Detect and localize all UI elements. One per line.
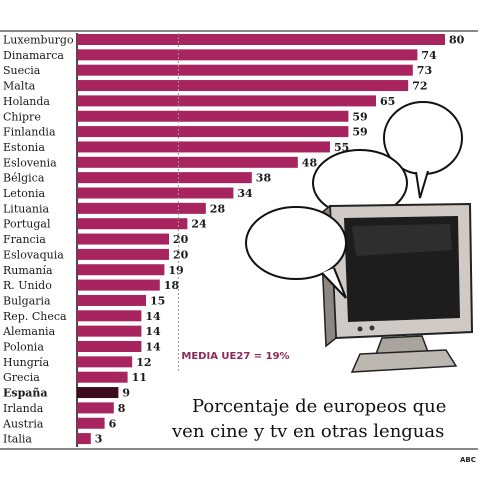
category-label: Finlandia xyxy=(3,126,56,139)
category-label: Grecia xyxy=(3,371,40,384)
tv-monitor-icon xyxy=(319,202,474,373)
tv-illustration xyxy=(245,101,474,373)
value-label: 15 xyxy=(150,294,165,307)
category-label: Luxemburgo xyxy=(3,34,74,47)
value-label: 14 xyxy=(145,310,161,323)
category-label: Dinamarca xyxy=(3,49,64,62)
bar-1 xyxy=(77,49,418,61)
value-label: 28 xyxy=(210,202,226,215)
value-label: 74 xyxy=(421,49,437,62)
bar-16 xyxy=(77,279,160,291)
bar-9 xyxy=(77,172,252,184)
category-label: Italia xyxy=(3,433,32,446)
category-label: Eslovaquia xyxy=(3,248,64,261)
value-label: 73 xyxy=(417,64,432,77)
category-label: Rumanía xyxy=(3,264,53,277)
category-label: Chipre xyxy=(3,110,41,123)
value-label: 20 xyxy=(173,233,189,246)
category-label: Francia xyxy=(3,233,46,246)
category-label: Lituania xyxy=(3,202,49,215)
bar-19 xyxy=(77,325,142,337)
category-labels: Luxemburgo Dinamarca Suecia Malta Holanda Chi… xyxy=(2,34,74,446)
value-label: 59 xyxy=(352,126,367,139)
category-label: Austria xyxy=(2,417,44,430)
value-label: 9 xyxy=(122,387,130,400)
bar-15 xyxy=(77,264,165,276)
value-label: 12 xyxy=(136,356,151,369)
value-label: 14 xyxy=(145,341,161,354)
value-label: 18 xyxy=(164,279,180,292)
bar-14 xyxy=(77,248,169,260)
value-label: 8 xyxy=(118,402,126,415)
bar-25 xyxy=(77,417,105,429)
value-labels: 8074737265595955483834282420201918151414… xyxy=(95,34,465,446)
category-label: España xyxy=(3,387,48,400)
category-label: Estonia xyxy=(3,141,45,154)
value-label: 6 xyxy=(109,417,117,430)
chart-title-line-1: Porcentaje de europeos que xyxy=(192,396,446,417)
value-label: 11 xyxy=(132,371,147,384)
value-label: 24 xyxy=(191,218,207,231)
value-label: 72 xyxy=(412,80,427,93)
category-label: Hungría xyxy=(3,356,50,369)
average-label: MEDIA UE27 = 19% xyxy=(181,351,289,362)
bar-10 xyxy=(77,187,234,199)
chart-title-line-2: ven cine y tv en otras lenguas xyxy=(171,421,444,442)
bar-24 xyxy=(77,402,114,414)
value-label: 48 xyxy=(302,156,318,169)
bar-0 xyxy=(77,34,445,45)
value-label: 14 xyxy=(145,325,161,338)
value-label: 59 xyxy=(352,110,367,123)
category-label: Eslovenia xyxy=(3,156,57,169)
value-label: 3 xyxy=(95,433,103,446)
bar-6 xyxy=(77,126,349,138)
bar-3 xyxy=(77,80,409,92)
value-label: 55 xyxy=(334,141,349,154)
category-label: Alemania xyxy=(2,325,56,338)
source-label: ABC xyxy=(460,456,476,464)
bar-26 xyxy=(77,433,91,445)
bar-22 xyxy=(77,371,128,383)
bar-20 xyxy=(77,341,142,352)
bar-2 xyxy=(77,64,413,76)
category-label: Bélgica xyxy=(3,172,45,185)
bar-12 xyxy=(77,218,188,230)
bar-23 xyxy=(77,387,119,399)
category-label: Polonia xyxy=(3,341,44,354)
bar-8 xyxy=(77,156,298,168)
bar-7 xyxy=(77,141,330,153)
value-label: 38 xyxy=(256,172,272,185)
category-label: Bulgaria xyxy=(3,294,51,307)
category-label: Suecia xyxy=(3,64,41,77)
category-label: Portugal xyxy=(3,218,51,231)
bar-18 xyxy=(77,310,142,322)
speech-bubble-icon xyxy=(245,206,347,299)
category-label: Holanda xyxy=(3,95,50,108)
value-label: 65 xyxy=(380,95,395,108)
category-label: Rep. Checa xyxy=(3,310,67,323)
speech-bubble-icon xyxy=(383,101,463,199)
category-label: Letonia xyxy=(3,187,45,200)
category-label: R. Unido xyxy=(3,279,52,292)
bar-17 xyxy=(77,294,146,306)
category-label: Irlanda xyxy=(3,402,44,415)
bar-21 xyxy=(77,356,133,368)
bar-13 xyxy=(77,233,169,245)
bar-4 xyxy=(77,95,376,107)
bar-11 xyxy=(77,202,206,214)
value-label: 34 xyxy=(237,187,253,200)
bars xyxy=(77,34,445,445)
value-label: 20 xyxy=(173,248,189,261)
value-label: 80 xyxy=(449,34,465,47)
value-label: 19 xyxy=(168,264,183,277)
category-label: Malta xyxy=(3,80,36,93)
bar-5 xyxy=(77,110,349,122)
